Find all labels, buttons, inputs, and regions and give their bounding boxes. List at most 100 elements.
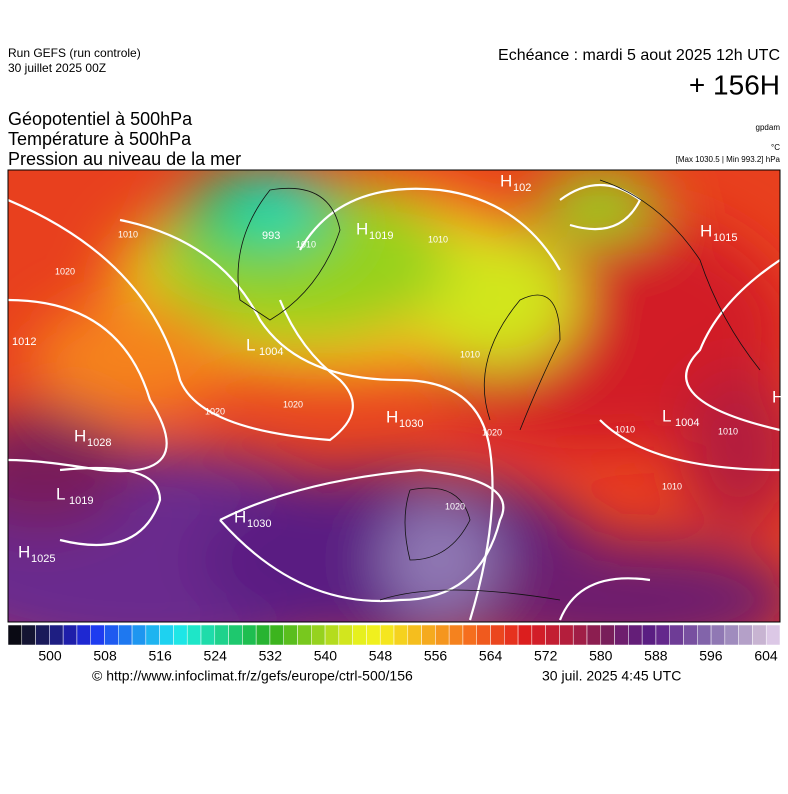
isobar-label: 1010 <box>615 424 635 434</box>
center-letter: L <box>246 335 255 354</box>
isobar-label: 1010 <box>718 426 738 436</box>
colorbar-swatch <box>379 624 395 646</box>
center-letter: H <box>700 221 712 240</box>
colorbar-swatch <box>435 624 450 646</box>
colorbar-swatch <box>628 624 643 646</box>
center-letter: H <box>386 407 398 426</box>
colorbar-swatch <box>214 624 229 646</box>
unit-geo: gpdam <box>756 123 781 132</box>
colorbar-swatch <box>186 624 202 646</box>
colorbar-swatch <box>311 624 326 646</box>
center-value: 1019 <box>69 495 93 507</box>
colorbar-swatch <box>448 624 464 646</box>
unit-pressure: [Max 1030.5 | Min 993.2] hPa <box>676 155 781 164</box>
isobar-label: 1010 <box>296 239 316 249</box>
colorbar-swatch <box>21 624 36 646</box>
colorbar-swatch <box>7 624 23 646</box>
colorbar-swatch <box>366 624 381 646</box>
colorbar-swatch <box>76 624 91 646</box>
pressure-center: H 1019 <box>356 219 393 241</box>
pressure-center: L 1004 <box>246 335 283 357</box>
center-value: 1025 <box>31 553 55 565</box>
center-value: 1019 <box>369 230 393 242</box>
pressure-center: H 1030 <box>234 507 271 529</box>
pressure-center: H <box>772 387 784 406</box>
colorbar-swatch <box>35 624 50 646</box>
center-value: 102 <box>513 182 531 194</box>
colorbar-tick-label: 548 <box>369 648 393 664</box>
colorbar-swatch <box>724 624 739 646</box>
colorbar-tick-label: 540 <box>314 648 338 664</box>
colorbar-tick-label: 564 <box>479 648 503 664</box>
colorbar-swatch <box>614 624 629 646</box>
colorbar-swatch <box>283 624 298 646</box>
isobar-label: 1010 <box>428 234 448 244</box>
center-value: 993 <box>262 230 280 242</box>
isobar-label: 1010 <box>460 349 480 359</box>
pressure-center: H 1030 <box>386 407 423 429</box>
center-letter: H <box>234 507 246 526</box>
colorbar-swatch <box>531 624 546 646</box>
isobar-label: 1020 <box>55 266 75 276</box>
colorbar-tick-label: 556 <box>424 648 448 664</box>
issued-time: 30 juil. 2025 4:45 UTC <box>542 668 681 684</box>
isobar-label: 1010 <box>662 481 682 491</box>
center-value: 1030 <box>399 418 423 430</box>
pressure-center: 1012 <box>12 336 36 348</box>
center-value: 1004 <box>675 417 699 429</box>
colorbar-swatch <box>49 624 64 646</box>
colorbar: 500 508 516 524 532 540 548 556 564 572 580 588 596 6… <box>7 624 781 664</box>
colorbar-swatch <box>338 624 353 646</box>
colorbar-swatch <box>145 624 160 646</box>
center-letter: L <box>56 484 65 503</box>
colorbar-swatch <box>62 624 78 646</box>
center-value: 1015 <box>713 232 737 244</box>
colorbar-swatch <box>517 624 533 646</box>
center-letter: H <box>18 542 30 561</box>
center-letter: H <box>74 426 86 445</box>
colorbar-swatch <box>710 624 726 646</box>
colorbar-swatch <box>504 624 519 646</box>
colorbar-swatch <box>228 624 243 646</box>
colorbar-tick-label: 516 <box>148 648 172 664</box>
center-letter: L <box>662 406 671 425</box>
colorbar-swatch <box>462 624 477 646</box>
pressure-center: H 102 <box>500 171 531 193</box>
colorbar-tick-label: 524 <box>204 648 228 664</box>
colorbar-swatch <box>297 624 312 646</box>
colorbar-swatch <box>669 624 684 646</box>
colorbar-swatch <box>131 624 147 646</box>
title-temp: Température à 500hPa <box>8 129 192 149</box>
colorbar-tick-label: 508 <box>93 648 117 664</box>
pressure-center: L 1019 <box>56 484 93 506</box>
colorbar-swatch <box>200 624 216 646</box>
colorbar-swatch <box>559 624 574 646</box>
colorbar-tick-label: 532 <box>259 648 283 664</box>
colorbar-swatch <box>159 624 174 646</box>
colorbar-swatch <box>118 624 133 646</box>
colorbar-swatch <box>352 624 367 646</box>
colorbar-swatch <box>586 624 602 646</box>
center-value: 1012 <box>12 336 36 348</box>
run-date: 30 juillet 2025 00Z <box>8 61 106 75</box>
colorbar-tick-label: 596 <box>699 648 723 664</box>
colorbar-swatch <box>324 624 340 646</box>
center-value: 1004 <box>259 346 283 358</box>
pressure-center: L 1004 <box>662 406 699 428</box>
colorbar-swatch <box>269 624 284 646</box>
isobar-label: 1020 <box>445 501 465 511</box>
center-letter: H <box>500 171 512 190</box>
colorbar-tick-label: 588 <box>644 648 668 664</box>
colorbar-swatch <box>683 624 698 646</box>
pressure-center: H 1028 <box>74 426 111 448</box>
isobar-label: 1020 <box>205 406 225 416</box>
source-url: © http://www.infoclimat.fr/z/gefs/europe… <box>92 668 413 684</box>
colorbar-swatch <box>393 624 409 646</box>
colorbar-swatch <box>765 624 781 646</box>
colorbar-swatch <box>600 624 615 646</box>
colorbar-swatch <box>173 624 188 646</box>
colorbar-tick-label: 580 <box>589 648 613 664</box>
colorbar-tick-label: 572 <box>534 648 558 664</box>
colorbar-swatch <box>104 624 119 646</box>
colorbar-swatch <box>641 624 657 646</box>
